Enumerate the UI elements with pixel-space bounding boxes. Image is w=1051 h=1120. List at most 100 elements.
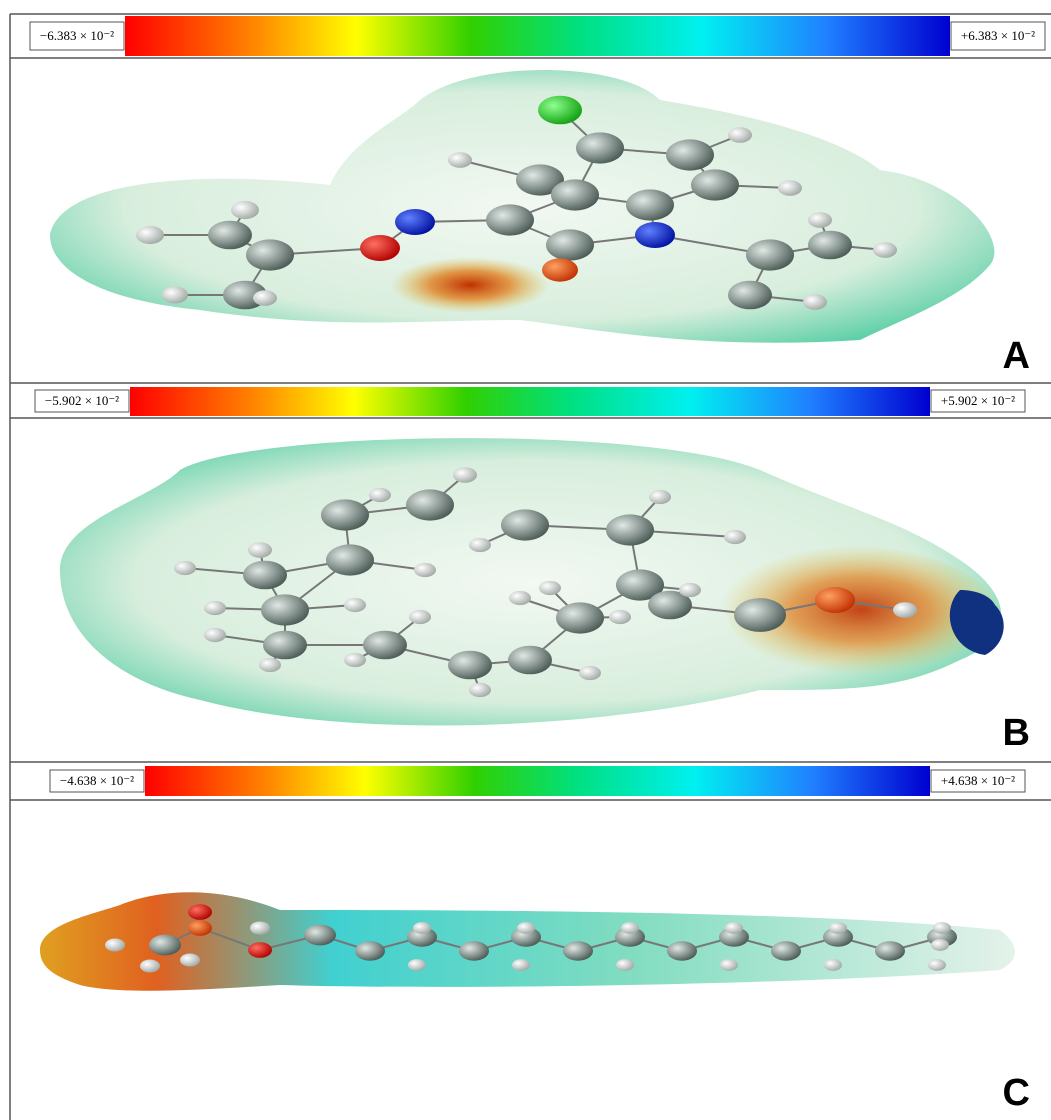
atom — [149, 935, 181, 956]
atom — [259, 658, 281, 672]
atom — [501, 509, 549, 540]
atom — [326, 544, 374, 575]
panel-label: C — [1003, 1072, 1030, 1114]
scale-min: −6.383 × 10⁻² — [40, 28, 114, 43]
atom — [691, 169, 739, 200]
atom — [829, 922, 847, 934]
atom — [808, 212, 832, 228]
atom — [517, 922, 535, 934]
color-bar — [145, 766, 930, 796]
atom — [815, 587, 855, 613]
atom — [667, 941, 697, 961]
atom — [486, 204, 534, 235]
atom — [360, 235, 400, 261]
atom — [666, 139, 714, 170]
scale-max: +6.383 × 10⁻² — [961, 28, 1035, 43]
atom — [136, 226, 164, 244]
negative-region — [390, 257, 550, 313]
atom — [928, 959, 946, 971]
atom — [933, 922, 951, 934]
atom — [609, 610, 631, 624]
atom — [263, 631, 307, 660]
atom — [208, 221, 252, 250]
atom — [414, 563, 436, 577]
atom — [204, 601, 226, 615]
atom — [188, 920, 212, 936]
atom — [893, 602, 917, 618]
atom — [188, 904, 212, 920]
atom — [746, 239, 794, 270]
atom — [725, 922, 743, 934]
atom — [246, 239, 294, 270]
atom — [509, 591, 531, 605]
atom — [508, 646, 552, 675]
atom — [395, 209, 435, 235]
atom — [606, 514, 654, 545]
atom — [724, 530, 746, 544]
atom — [616, 959, 634, 971]
atom — [248, 542, 272, 558]
figure: −6.383 × 10⁻² +6.383 × 10⁻² −5.902 × 10⁻… — [0, 0, 1051, 1120]
atom — [344, 598, 366, 612]
atom — [363, 631, 407, 660]
atom — [538, 96, 582, 125]
atom — [469, 683, 491, 697]
atom — [261, 594, 309, 625]
atom — [409, 610, 431, 624]
atom — [321, 499, 369, 530]
atom — [406, 489, 454, 520]
atom — [824, 959, 842, 971]
atom — [512, 959, 530, 971]
atom — [250, 922, 270, 935]
atom — [875, 941, 905, 961]
atom — [453, 467, 477, 483]
atom — [231, 201, 259, 219]
atom — [355, 941, 385, 961]
atom — [771, 941, 801, 961]
atom — [253, 290, 277, 306]
atom — [413, 922, 431, 934]
atom — [579, 666, 601, 680]
atom — [778, 180, 802, 196]
atom — [931, 939, 949, 951]
atom — [626, 189, 674, 220]
atom — [728, 127, 752, 143]
atom — [720, 959, 738, 971]
atom — [556, 602, 604, 633]
atom — [162, 287, 188, 304]
atom — [635, 222, 675, 248]
atom — [459, 941, 489, 961]
atom — [679, 583, 701, 597]
atom — [576, 132, 624, 163]
atom — [542, 258, 578, 281]
atom — [803, 294, 827, 310]
atom — [808, 231, 852, 260]
atom — [873, 242, 897, 258]
atom — [140, 960, 160, 973]
atom — [174, 561, 196, 575]
atom — [204, 628, 226, 642]
atom — [408, 959, 426, 971]
atom — [546, 229, 594, 260]
atom — [304, 925, 336, 946]
atom — [448, 152, 472, 168]
atom — [563, 941, 593, 961]
scale-max: +4.638 × 10⁻² — [941, 773, 1015, 788]
color-bar — [130, 387, 930, 416]
scale-min: −5.902 × 10⁻² — [45, 393, 119, 408]
atom — [448, 651, 492, 680]
atom — [649, 490, 671, 504]
atom — [180, 954, 200, 967]
panel-label: B — [1003, 712, 1030, 754]
atom — [734, 598, 786, 632]
atom — [248, 942, 272, 958]
atom — [469, 538, 491, 552]
scale-min: −4.638 × 10⁻² — [60, 773, 134, 788]
atom — [344, 653, 366, 667]
color-bar — [125, 16, 950, 56]
atom — [369, 488, 391, 502]
scale-max: +5.902 × 10⁻² — [941, 393, 1015, 408]
atom — [243, 561, 287, 590]
atom — [551, 179, 599, 210]
atom — [621, 922, 639, 934]
